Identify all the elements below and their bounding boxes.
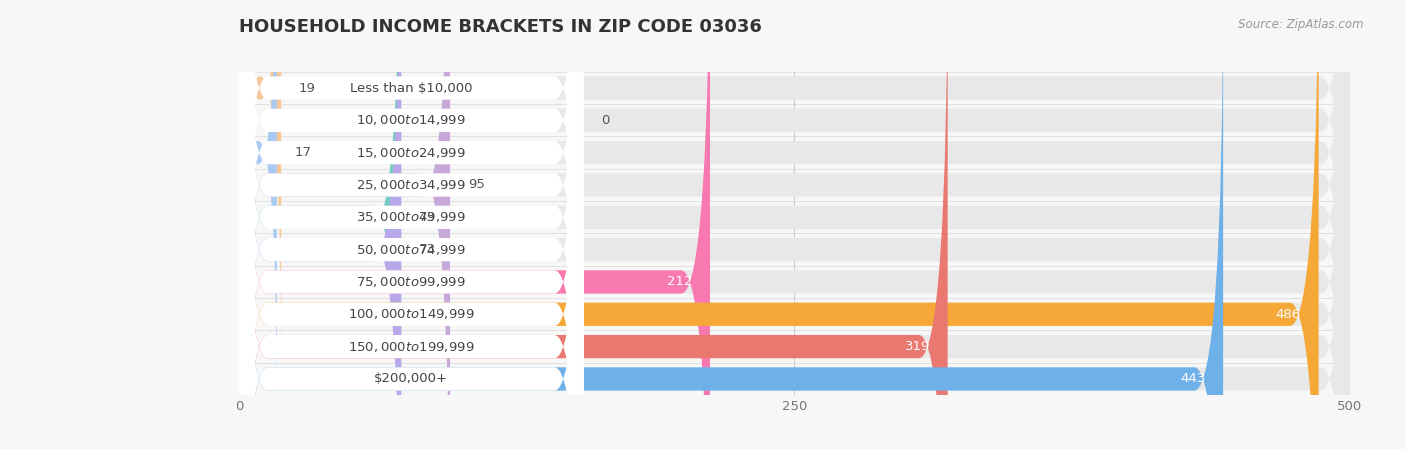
Bar: [239, 72, 1350, 104]
Text: 0: 0: [602, 114, 609, 127]
Text: Source: ZipAtlas.com: Source: ZipAtlas.com: [1239, 18, 1364, 31]
Text: 95: 95: [468, 179, 485, 191]
FancyBboxPatch shape: [239, 0, 450, 449]
FancyBboxPatch shape: [239, 0, 281, 383]
FancyBboxPatch shape: [239, 0, 583, 449]
FancyBboxPatch shape: [239, 0, 583, 449]
Text: $75,000 to $99,999: $75,000 to $99,999: [356, 275, 465, 289]
FancyBboxPatch shape: [239, 0, 1350, 449]
Text: 17: 17: [295, 146, 312, 159]
Text: Less than $10,000: Less than $10,000: [350, 82, 472, 94]
Bar: [239, 363, 1350, 395]
Bar: [239, 136, 1350, 169]
Text: $35,000 to $49,999: $35,000 to $49,999: [356, 210, 465, 224]
FancyBboxPatch shape: [239, 0, 583, 449]
FancyBboxPatch shape: [239, 0, 583, 449]
Text: $10,000 to $14,999: $10,000 to $14,999: [356, 113, 465, 128]
FancyBboxPatch shape: [239, 0, 1350, 449]
FancyBboxPatch shape: [239, 0, 277, 416]
FancyBboxPatch shape: [239, 0, 1350, 449]
FancyBboxPatch shape: [239, 0, 583, 449]
Bar: [239, 233, 1350, 266]
FancyBboxPatch shape: [239, 0, 401, 449]
FancyBboxPatch shape: [239, 0, 948, 449]
Text: $15,000 to $24,999: $15,000 to $24,999: [356, 145, 465, 160]
Text: $150,000 to $199,999: $150,000 to $199,999: [347, 339, 474, 354]
Text: HOUSEHOLD INCOME BRACKETS IN ZIP CODE 03036: HOUSEHOLD INCOME BRACKETS IN ZIP CODE 03…: [239, 18, 762, 36]
FancyBboxPatch shape: [239, 0, 1319, 449]
FancyBboxPatch shape: [239, 0, 1223, 449]
FancyBboxPatch shape: [239, 0, 1350, 449]
FancyBboxPatch shape: [239, 0, 583, 449]
Text: 73: 73: [419, 243, 436, 256]
FancyBboxPatch shape: [239, 0, 583, 449]
Text: $25,000 to $34,999: $25,000 to $34,999: [356, 178, 465, 192]
FancyBboxPatch shape: [239, 0, 583, 449]
Text: $200,000+: $200,000+: [374, 373, 449, 385]
FancyBboxPatch shape: [239, 0, 583, 449]
FancyBboxPatch shape: [239, 0, 401, 449]
Text: 319: 319: [904, 340, 929, 353]
Text: 73: 73: [419, 211, 436, 224]
FancyBboxPatch shape: [239, 0, 1350, 449]
Text: $100,000 to $149,999: $100,000 to $149,999: [347, 307, 474, 321]
Bar: [239, 169, 1350, 201]
Text: 19: 19: [299, 82, 316, 94]
Bar: [239, 298, 1350, 330]
FancyBboxPatch shape: [239, 0, 1350, 449]
Text: $50,000 to $74,999: $50,000 to $74,999: [356, 242, 465, 257]
Text: 212: 212: [666, 276, 692, 288]
FancyBboxPatch shape: [239, 0, 710, 449]
Bar: [239, 201, 1350, 233]
Bar: [239, 330, 1350, 363]
FancyBboxPatch shape: [239, 0, 1350, 449]
Text: 486: 486: [1275, 308, 1301, 321]
FancyBboxPatch shape: [239, 0, 1350, 449]
Bar: [239, 266, 1350, 298]
FancyBboxPatch shape: [239, 0, 1350, 449]
Text: 443: 443: [1180, 373, 1205, 385]
Bar: [239, 104, 1350, 136]
FancyBboxPatch shape: [239, 0, 583, 449]
FancyBboxPatch shape: [239, 0, 1350, 449]
